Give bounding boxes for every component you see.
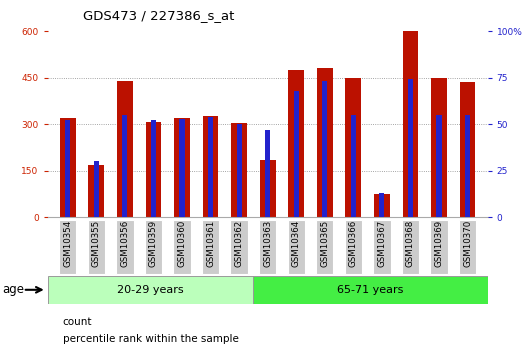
Text: GSM10367: GSM10367 — [377, 220, 386, 267]
Text: GSM10355: GSM10355 — [92, 220, 101, 267]
Text: GSM10364: GSM10364 — [292, 220, 301, 267]
Bar — [346, 78, 361, 217]
Bar — [116, 220, 134, 274]
Text: percentile rank within the sample: percentile rank within the sample — [63, 334, 238, 344]
Bar — [317, 68, 333, 217]
Bar — [65, 120, 70, 217]
Bar — [60, 118, 76, 217]
Bar — [231, 122, 247, 217]
Bar — [122, 115, 127, 217]
Bar — [253, 276, 488, 304]
Bar — [322, 81, 328, 217]
Bar — [89, 165, 104, 217]
Bar — [288, 70, 304, 217]
Text: GSM10360: GSM10360 — [178, 220, 187, 267]
Bar — [287, 220, 305, 274]
Text: GSM10369: GSM10369 — [435, 220, 444, 267]
Text: GDS473 / 227386_s_at: GDS473 / 227386_s_at — [83, 9, 235, 22]
Bar — [231, 220, 248, 274]
Bar — [146, 122, 161, 217]
Text: 20-29 years: 20-29 years — [117, 285, 184, 295]
Bar — [202, 116, 218, 217]
Bar — [402, 220, 419, 274]
Bar — [430, 220, 448, 274]
Bar — [260, 160, 276, 217]
Bar — [174, 118, 190, 217]
Bar — [236, 124, 242, 217]
Bar — [459, 220, 476, 274]
Text: GSM10370: GSM10370 — [463, 220, 472, 267]
Text: GSM10359: GSM10359 — [149, 220, 158, 267]
Bar — [403, 31, 418, 217]
Text: GSM10366: GSM10366 — [349, 220, 358, 267]
Bar — [208, 117, 213, 217]
Bar — [145, 220, 162, 274]
Bar — [87, 220, 105, 274]
Bar — [294, 91, 299, 217]
Bar — [373, 220, 391, 274]
Bar — [151, 120, 156, 217]
Text: GSM10354: GSM10354 — [63, 220, 72, 267]
Bar — [351, 115, 356, 217]
Bar — [379, 193, 384, 217]
Text: 65-71 years: 65-71 years — [337, 285, 403, 295]
Text: count: count — [63, 317, 92, 327]
Text: GSM10361: GSM10361 — [206, 220, 215, 267]
Bar — [465, 115, 470, 217]
Bar — [316, 220, 333, 274]
Bar — [374, 194, 390, 217]
Bar — [179, 119, 184, 217]
Text: age: age — [3, 283, 25, 296]
Bar — [117, 81, 132, 217]
Text: GSM10365: GSM10365 — [320, 220, 329, 267]
Bar — [344, 220, 362, 274]
Bar — [59, 220, 76, 274]
Bar — [202, 220, 219, 274]
Bar — [259, 220, 276, 274]
Bar — [48, 276, 253, 304]
Bar — [173, 220, 191, 274]
Text: GSM10368: GSM10368 — [406, 220, 415, 267]
Bar — [265, 130, 270, 217]
Text: GSM10362: GSM10362 — [235, 220, 244, 267]
Text: GSM10363: GSM10363 — [263, 220, 272, 267]
Bar — [437, 115, 441, 217]
Bar — [408, 79, 413, 217]
Bar — [460, 82, 475, 217]
Bar — [431, 78, 447, 217]
Text: GSM10356: GSM10356 — [120, 220, 129, 267]
Bar — [94, 161, 99, 217]
